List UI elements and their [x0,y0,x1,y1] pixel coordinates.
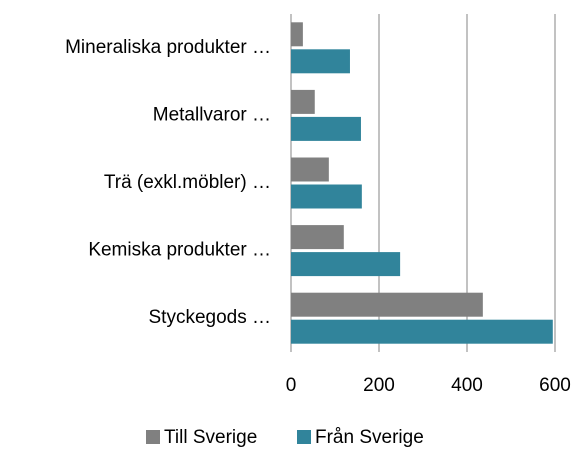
x-tick-label: 400 [451,375,483,396]
y-tick-label: Trä (exkl.möbler) … [104,172,271,193]
bar [291,22,303,47]
bar [291,157,329,182]
legend-swatch [146,430,160,444]
y-tick-label: Kemiska produkter … [88,240,271,261]
bar [291,49,350,74]
legend-label: Från Sverige [315,427,424,448]
bar [291,89,315,114]
x-tick-label: 600 [539,375,571,396]
y-tick-label: Mineraliska produkter … [65,37,271,58]
legend-swatch [297,430,311,444]
bar [291,116,361,141]
bar [291,184,362,209]
bar [291,292,483,317]
x-tick-label: 0 [286,375,297,396]
y-tick-label: Metallvaror … [153,104,271,125]
bar [291,252,401,277]
y-tick-label: Styckegods … [149,307,272,328]
legend-label: Till Sverige [164,427,257,448]
bar [291,319,553,344]
x-tick-label: 200 [363,375,395,396]
bar [291,225,344,250]
